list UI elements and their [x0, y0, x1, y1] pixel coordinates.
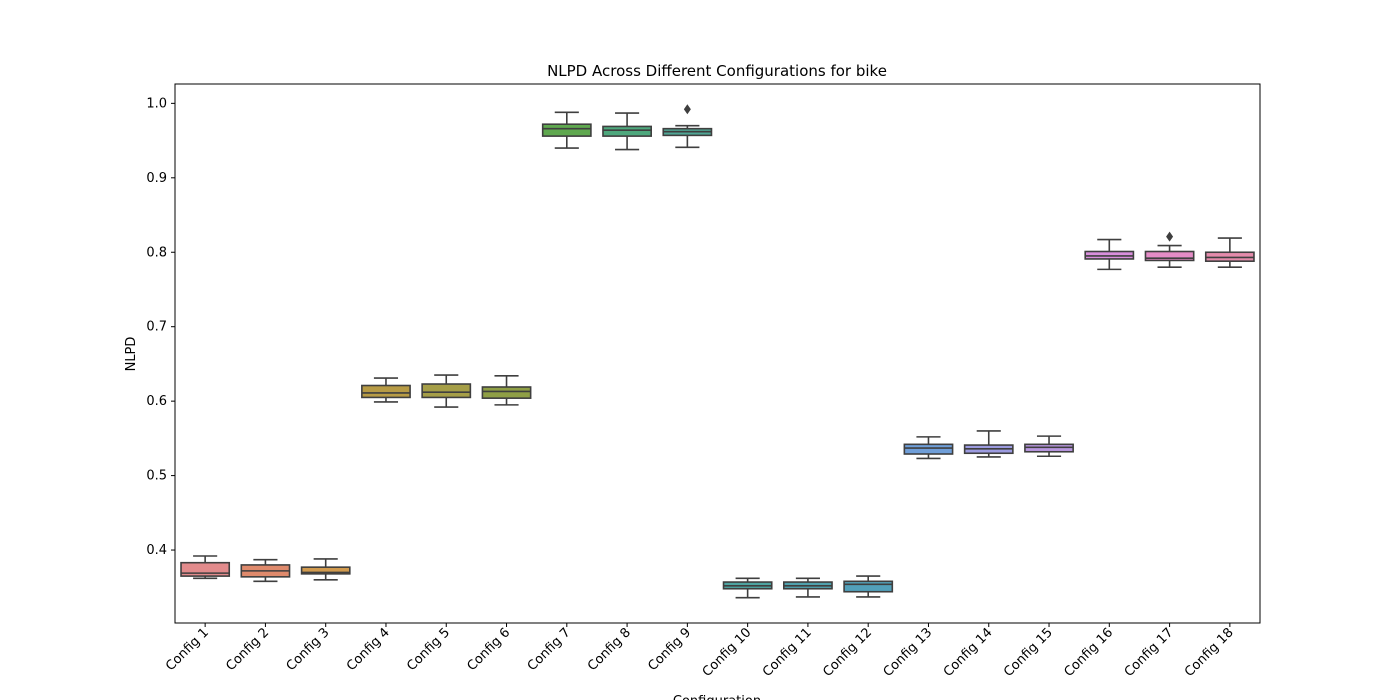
box	[300, 566, 351, 575]
x-tick-label: Config 10	[700, 625, 755, 680]
y-tick-label: 0.6	[146, 394, 167, 409]
x-tick-label: Config 12	[820, 625, 875, 680]
box	[903, 443, 954, 455]
y-tick-label: 0.7	[146, 320, 167, 335]
x-tick-label: Config 14	[941, 625, 996, 680]
y-tick-label: 0.4	[146, 543, 167, 558]
y-axis-label: NLPD	[124, 337, 139, 372]
x-tick-label: Config 7	[525, 625, 574, 674]
x-tick-label: Config 17	[1122, 625, 1177, 680]
box	[481, 386, 532, 399]
box	[180, 561, 231, 577]
x-tick-label: Config 11	[760, 625, 815, 680]
x-tick-label: Config 5	[404, 625, 453, 674]
x-tick-label: Config 8	[585, 625, 634, 674]
box	[843, 580, 894, 593]
box	[421, 383, 472, 399]
outlier	[683, 104, 691, 115]
box	[602, 125, 652, 137]
x-tick-label: Config 13	[881, 625, 936, 680]
x-tick-label: Config 3	[284, 625, 333, 674]
x-axis-label: Configuration	[673, 694, 761, 700]
y-tick-label: 1.0	[146, 96, 167, 111]
y-tick-label: 0.5	[146, 469, 167, 484]
x-tick-label: Config 6	[464, 625, 513, 674]
x-tick-label: Config 9	[645, 625, 694, 674]
chart-title: NLPD Across Different Configurations for…	[547, 62, 887, 80]
y-tick-label: 0.8	[146, 245, 167, 260]
box	[541, 123, 592, 137]
x-tick-label: Config 2	[223, 625, 272, 674]
y-tick-label: 0.9	[146, 171, 167, 186]
x-tick-label: Config 18	[1182, 625, 1237, 680]
box	[361, 384, 411, 399]
plot-frame	[174, 83, 1261, 624]
outlier	[1166, 231, 1174, 242]
x-tick-label: Config 16	[1061, 625, 1116, 680]
box	[1144, 250, 1195, 262]
x-tick-label: Config 4	[344, 625, 393, 674]
x-tick-label: Config 1	[163, 625, 212, 674]
x-tick-label: Config 15	[1001, 625, 1056, 680]
